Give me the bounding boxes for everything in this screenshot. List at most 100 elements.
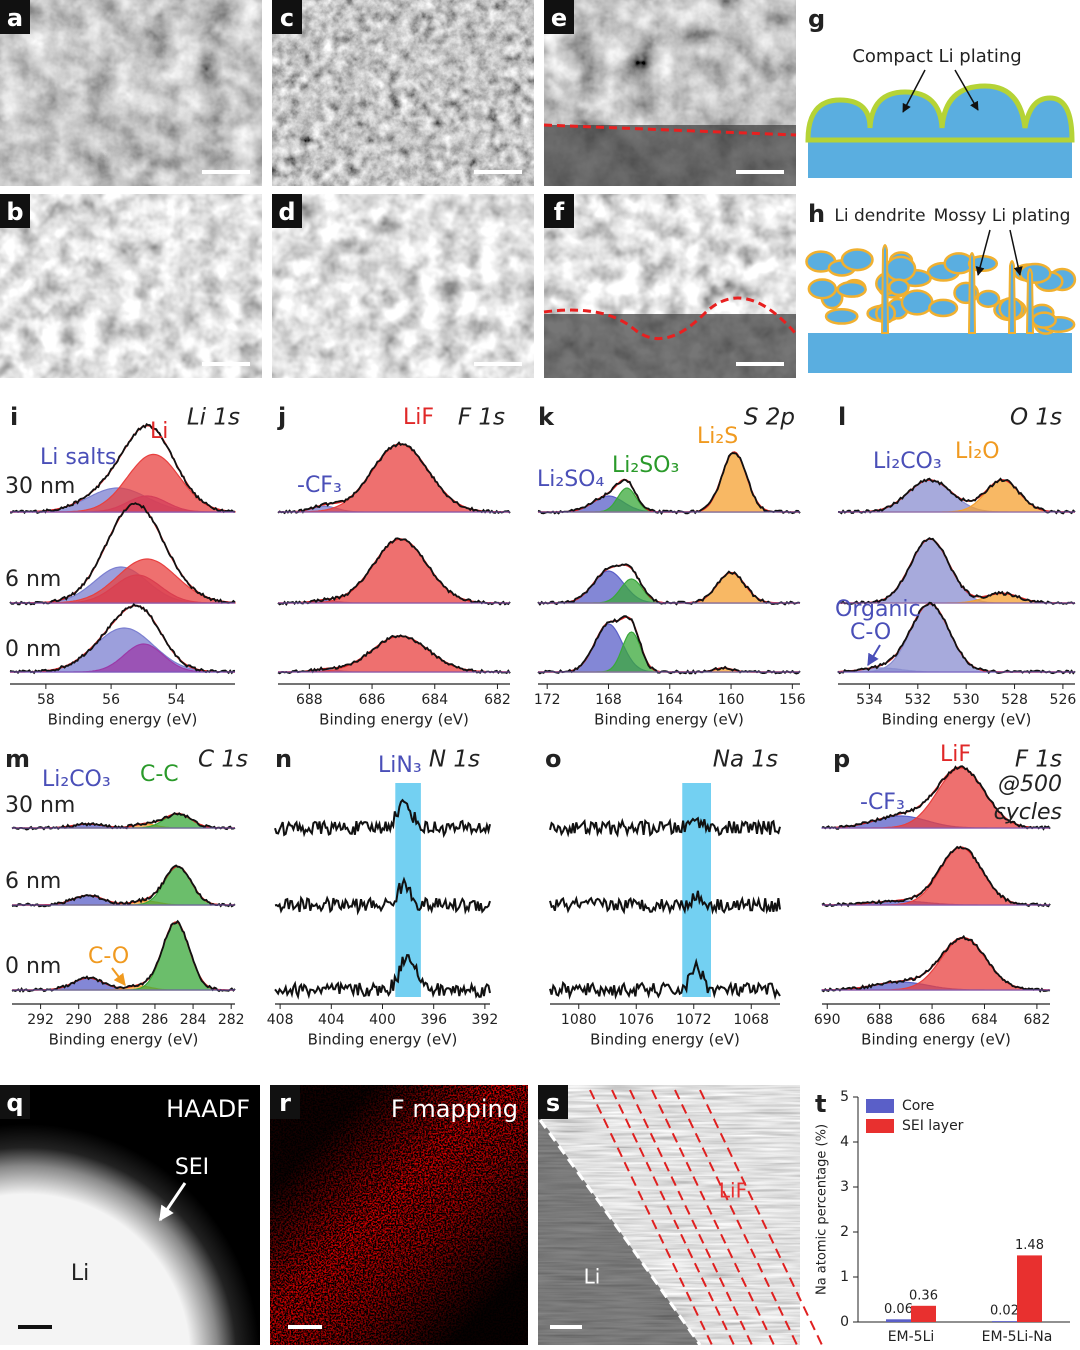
dendrite [967, 252, 977, 334]
measured-spectrum [10, 422, 236, 515]
image-label: LiF [719, 1179, 747, 1203]
x-tick-label: 686 [359, 692, 386, 708]
schematic-label: Mossy Li plating [934, 206, 1071, 226]
mossy-li [900, 289, 934, 316]
x-tick-label: 688 [296, 692, 323, 708]
x-tick-label: 684 [971, 1012, 998, 1028]
arrow [867, 644, 881, 667]
mossy-li [807, 278, 838, 300]
measured-spectrum [821, 934, 1051, 993]
panel-letter: r [279, 1089, 291, 1117]
depth-label: 0 nm [5, 637, 61, 662]
letter-box [270, 1085, 300, 1119]
depth-label: 30 nm [5, 474, 75, 499]
x-tick-label: 168 [595, 692, 622, 708]
letter-box [0, 194, 30, 228]
bar [886, 1319, 911, 1322]
depth-label: 0 nm [5, 954, 61, 979]
measured-spectrum [821, 845, 1051, 908]
x-tick-label: 526 [1050, 692, 1077, 708]
spectrum-title: N 1s [429, 747, 480, 773]
sem-image [0, 0, 262, 186]
peak-label: @500 [998, 772, 1062, 797]
peak-label: Li₂SO₃ [612, 453, 679, 478]
x-tick-label: 682 [484, 692, 511, 708]
image-label: F mapping [391, 1095, 518, 1123]
peak-component [275, 804, 490, 828]
measured-spectrum [537, 563, 801, 606]
value-label: 1.48 [1015, 1238, 1044, 1253]
fitted-peak [822, 937, 1050, 991]
fitted-peak [278, 538, 510, 604]
bar [1017, 1255, 1042, 1322]
peak-label: Li₂O [955, 439, 1000, 464]
letter-box [544, 0, 574, 34]
x-tick-label: 160 [718, 692, 745, 708]
panel-letter: a [7, 4, 23, 32]
dendrite [1007, 260, 1017, 334]
mossy-li [885, 255, 917, 282]
peak-label: -CF₃ [297, 473, 342, 498]
panel-letter: k [538, 403, 555, 431]
x-axis-label: Binding energy (eV) [308, 1031, 458, 1049]
interface-line [538, 1119, 702, 1346]
measured-spectrum [837, 601, 1076, 675]
spectrum-title: Li 1s [187, 405, 240, 431]
image-label: SEI [175, 1155, 209, 1180]
x-tick-label: 532 [904, 692, 931, 708]
fitted-peak [278, 635, 510, 673]
spectrum-title: F 1s [458, 405, 505, 431]
interface-line [543, 123, 797, 137]
peak-label: LiF [403, 405, 434, 430]
legend-swatch [866, 1119, 894, 1133]
spectrum-title: C 1s [198, 747, 248, 773]
x-tick-label: 286 [142, 1012, 169, 1028]
mapping-mask [270, 1085, 528, 1345]
x-tick-label: 404 [318, 1012, 345, 1028]
x-tick-label: 56 [102, 692, 120, 708]
image-label: HAADF [166, 1095, 250, 1123]
y-axis-label: Na atomic percentage (%) [815, 1124, 830, 1295]
peak-label: -CF₃ [860, 790, 905, 815]
peak-label: C-C [140, 762, 179, 787]
x-tick-label: 292 [27, 1012, 54, 1028]
measured-spectrum [277, 441, 511, 515]
panel-letter: l [838, 403, 846, 431]
value-label: 0.36 [909, 1288, 938, 1303]
letter-box [272, 0, 302, 34]
sem-image [272, 194, 534, 378]
haadf-image [0, 1085, 260, 1345]
value-label: 0.06 [884, 1302, 913, 1317]
x-axis-label: Binding energy (eV) [594, 711, 744, 729]
peak-label: C-O [88, 944, 129, 969]
depth-label: 6 nm [5, 567, 61, 592]
mossy-li [1018, 262, 1052, 284]
x-axis-label: Binding energy (eV) [861, 1031, 1011, 1049]
fitted-peak [538, 631, 800, 673]
measured-spectrum [837, 477, 1076, 515]
x-axis-label: Binding energy (eV) [882, 711, 1032, 729]
peak-label: Li₂CO₃ [42, 767, 111, 792]
arrow [158, 1182, 187, 1222]
letter-box [0, 1085, 30, 1119]
spectrum-title: S 2p [744, 405, 795, 431]
x-tick-label: 290 [65, 1012, 92, 1028]
schematic-label: Compact Li plating [852, 46, 1021, 67]
peak-label: LiN₃ [378, 753, 422, 778]
interface-line [543, 296, 798, 341]
x-tick-label: 688 [866, 1012, 893, 1028]
measured-spectrum [277, 634, 511, 675]
x-tick-label: 1072 [676, 1012, 712, 1028]
x-tick-label: 684 [421, 692, 448, 708]
spectrum-title: O 1s [1010, 405, 1062, 431]
x-tick-label: 396 [420, 1012, 447, 1028]
mossy-li [928, 298, 959, 318]
legend-swatch [866, 1099, 894, 1113]
x-tick-label: 54 [167, 692, 185, 708]
peak-label: LiF [940, 742, 971, 767]
peak-label: C-O [850, 620, 891, 645]
x-tick-label: 686 [919, 1012, 946, 1028]
peak-label: Li₂CO₃ [873, 449, 942, 474]
x-tick-label: 530 [953, 692, 980, 708]
x-tick-label: 1080 [561, 1012, 597, 1028]
